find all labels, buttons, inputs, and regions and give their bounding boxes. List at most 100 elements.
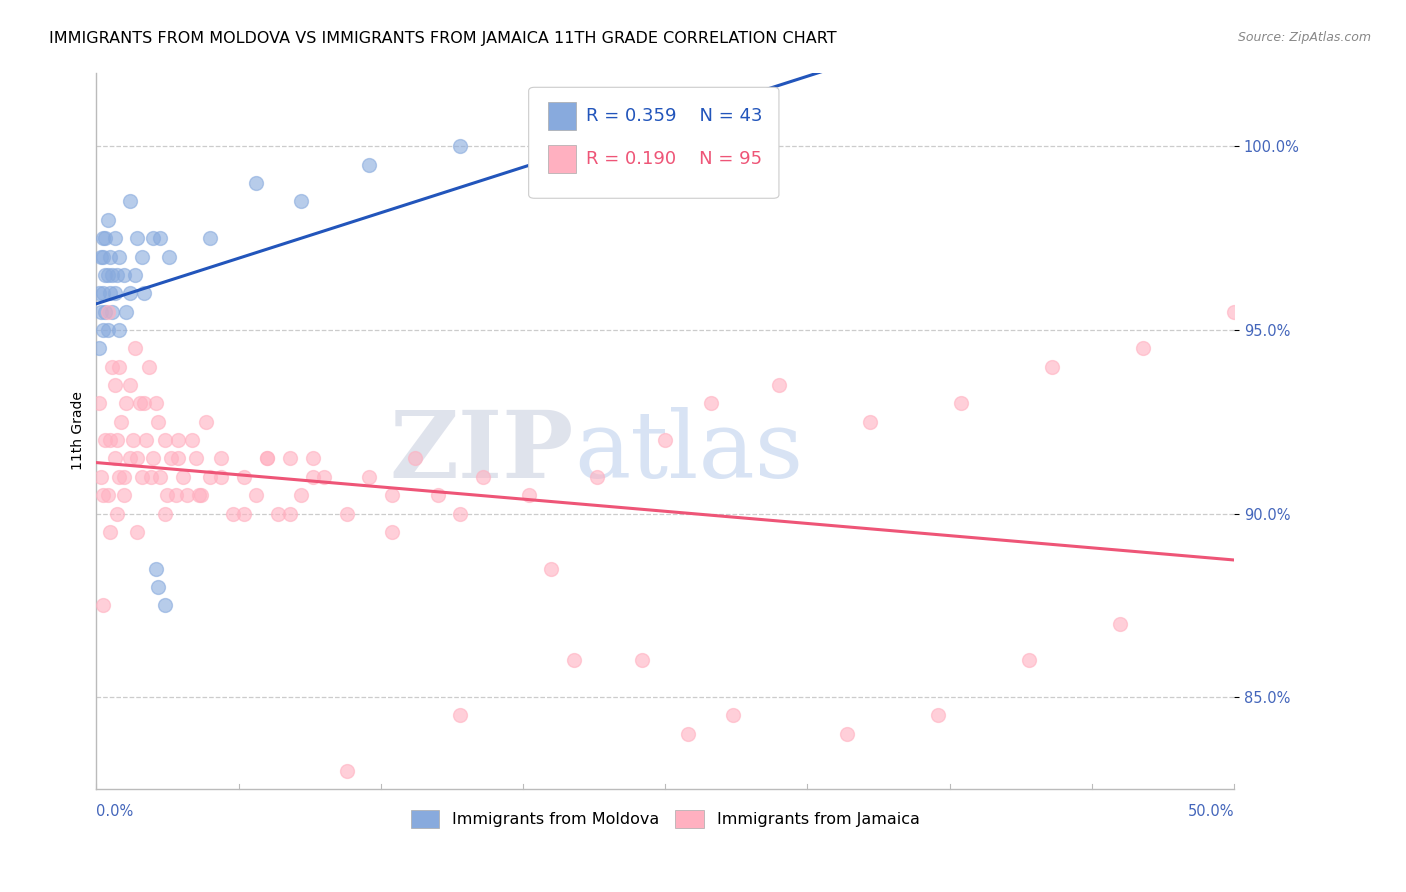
Point — [94, 268, 117, 282]
Point — [103, 286, 125, 301]
Point — [245, 176, 267, 190]
Point — [190, 488, 212, 502]
Y-axis label: 11th Grade: 11th Grade — [72, 392, 86, 470]
Point — [449, 507, 471, 521]
Point — [131, 250, 153, 264]
Point — [153, 507, 176, 521]
Point — [120, 194, 142, 209]
Point — [404, 451, 426, 466]
Point — [135, 433, 157, 447]
Point — [157, 250, 180, 264]
Point — [186, 451, 208, 466]
Point — [134, 286, 156, 301]
Text: ZIP: ZIP — [389, 408, 574, 498]
Point — [381, 488, 404, 502]
Point — [381, 524, 404, 539]
Point — [149, 231, 172, 245]
Point — [91, 323, 114, 337]
Point — [87, 286, 110, 301]
Point — [145, 561, 167, 575]
Point — [145, 396, 167, 410]
Point — [699, 396, 721, 410]
Legend: Immigrants from Moldova, Immigrants from Jamaica: Immigrants from Moldova, Immigrants from… — [404, 804, 927, 835]
Point — [172, 470, 194, 484]
Point — [121, 433, 143, 447]
Point — [949, 396, 972, 410]
Bar — [548, 145, 576, 173]
Point — [97, 323, 120, 337]
Point — [105, 507, 128, 521]
Point — [115, 304, 138, 318]
Point — [245, 488, 267, 502]
Point — [301, 470, 323, 484]
Point — [1109, 616, 1132, 631]
Point — [108, 323, 131, 337]
Text: R = 0.190    N = 95: R = 0.190 N = 95 — [585, 150, 762, 168]
Point — [98, 524, 121, 539]
Point — [134, 396, 156, 410]
Point — [105, 433, 128, 447]
Point — [128, 396, 150, 410]
Point — [97, 268, 120, 282]
Point — [105, 268, 128, 282]
Point — [167, 451, 190, 466]
Point — [146, 580, 169, 594]
Point — [290, 194, 312, 209]
Point — [112, 268, 135, 282]
Point — [91, 250, 114, 264]
Point — [256, 451, 278, 466]
Point — [87, 341, 110, 355]
Point — [723, 708, 745, 723]
Point — [127, 231, 149, 245]
FancyBboxPatch shape — [529, 87, 779, 198]
Point — [98, 250, 121, 264]
Point — [146, 415, 169, 429]
Point — [859, 415, 882, 429]
Point — [198, 231, 221, 245]
Point — [449, 139, 471, 153]
Point — [103, 378, 125, 392]
Point — [359, 470, 381, 484]
Text: 0.0%: 0.0% — [97, 804, 134, 819]
Point — [631, 653, 654, 667]
Point — [103, 231, 125, 245]
Point — [153, 599, 176, 613]
Text: IMMIGRANTS FROM MOLDOVA VS IMMIGRANTS FROM JAMAICA 11TH GRADE CORRELATION CHART: IMMIGRANTS FROM MOLDOVA VS IMMIGRANTS FR… — [49, 31, 837, 46]
Point — [837, 727, 859, 741]
Point — [87, 396, 110, 410]
Point — [278, 451, 301, 466]
Point — [211, 470, 233, 484]
Point — [768, 378, 790, 392]
Point — [426, 488, 449, 502]
Point — [194, 415, 217, 429]
Point — [90, 250, 112, 264]
Point — [94, 304, 117, 318]
Point — [222, 507, 245, 521]
Point — [654, 433, 676, 447]
Point — [1132, 341, 1154, 355]
Point — [256, 451, 278, 466]
Point — [312, 470, 335, 484]
Point — [267, 507, 290, 521]
Point — [91, 231, 114, 245]
Point — [586, 470, 609, 484]
Point — [927, 708, 949, 723]
Point — [676, 727, 699, 741]
Point — [97, 212, 120, 227]
Point — [156, 488, 179, 502]
Point — [138, 359, 160, 374]
Point — [131, 470, 153, 484]
Point — [120, 378, 142, 392]
Point — [359, 158, 381, 172]
Text: atlas: atlas — [574, 408, 803, 498]
Point — [562, 653, 585, 667]
Point — [336, 507, 359, 521]
Point — [198, 470, 221, 484]
Bar — [548, 102, 576, 130]
Point — [1223, 304, 1246, 318]
Point — [127, 451, 149, 466]
Point — [1040, 359, 1063, 374]
Point — [108, 250, 131, 264]
Point — [124, 268, 146, 282]
Point — [120, 451, 142, 466]
